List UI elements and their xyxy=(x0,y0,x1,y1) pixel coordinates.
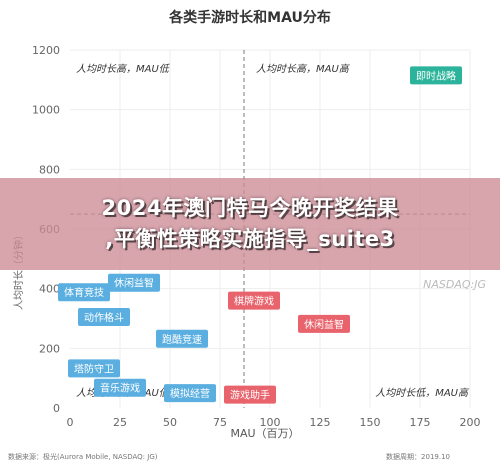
x-tick-label: 100 xyxy=(260,416,281,429)
category-marker xyxy=(298,314,350,333)
category-label: 模拟经营 xyxy=(170,387,210,400)
category-label: 游戏助手 xyxy=(230,389,270,402)
category-label: 休闲益智 xyxy=(304,318,344,331)
y-tick-label: 200 xyxy=(39,342,60,355)
category-marker xyxy=(94,378,146,397)
category-label: 音乐游戏 xyxy=(100,382,140,395)
overlay-line-1: 2024年澳门特马今晚开奖结果 xyxy=(101,196,399,220)
y-tick-label: 1200 xyxy=(32,44,60,57)
footer-source: 数据来源：极光(Aurora Mobile, NASDAQ: JG) xyxy=(8,452,158,461)
x-tick-label: 175 xyxy=(410,416,431,429)
category-marker xyxy=(228,291,280,310)
chart-title: 各类手游时长和MAU分布 xyxy=(168,9,331,26)
y-tick-label: 400 xyxy=(39,283,60,296)
category-label: 棋牌游戏 xyxy=(234,295,274,308)
x-tick-label: 75 xyxy=(213,416,227,429)
x-tick-label: 50 xyxy=(163,416,177,429)
overlay-banner: 2024年澳门特马今晚开奖结果 ,平衡性策略实施指导_suite3 xyxy=(0,178,500,270)
footer-period: 数据周期：2019.10 xyxy=(386,452,450,461)
category-label: 塔防守卫 xyxy=(74,362,114,375)
category-marker xyxy=(224,385,276,404)
y-tick-label: 1000 xyxy=(32,104,60,117)
x-tick-label: 125 xyxy=(310,416,331,429)
overlay-line-2: ,平衡性策略实施指导_suite3 xyxy=(105,227,395,251)
category-marker xyxy=(156,329,208,348)
category-label: 体育竞技 xyxy=(64,286,104,299)
x-tick-label: 25 xyxy=(113,416,127,429)
category-marker xyxy=(58,283,110,302)
x-tick-label: 0 xyxy=(67,416,74,429)
category-marker xyxy=(164,384,216,403)
quadrant-label: 人均时长高，MAU低 xyxy=(76,63,171,75)
category-label: 动作格斗 xyxy=(84,311,124,324)
quadrant-label: 人均时长高，MAU高 xyxy=(256,63,351,75)
quadrant-label: 人均时长低，MAU高 xyxy=(375,387,470,399)
y-tick-label: 800 xyxy=(39,163,60,176)
category-marker xyxy=(68,359,120,378)
x-axis-label: MAU（百万） xyxy=(230,427,299,440)
category-marker xyxy=(410,66,462,85)
watermark: NASDAQ:JG xyxy=(423,278,486,291)
category-label: 跑酷竞速 xyxy=(162,333,202,346)
category-marker xyxy=(78,308,130,327)
category-label: 即时战略 xyxy=(416,69,456,82)
y-tick-label: 0 xyxy=(53,402,60,415)
x-tick-label: 150 xyxy=(360,416,381,429)
x-tick-label: 200 xyxy=(460,416,481,429)
category-marker xyxy=(108,273,160,292)
category-label: 休闲益智 xyxy=(114,277,154,290)
